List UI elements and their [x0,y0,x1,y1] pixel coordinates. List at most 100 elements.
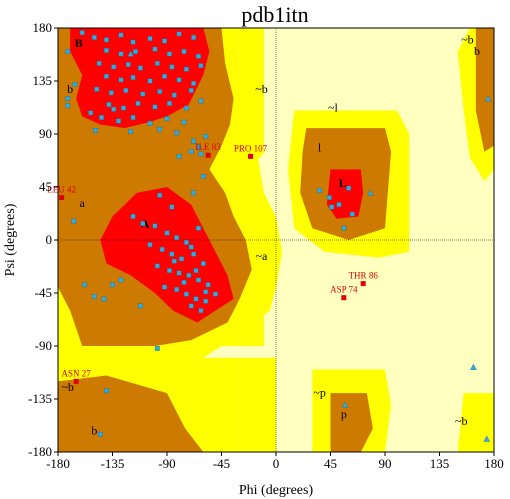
residue-point [147,78,153,84]
region-label: ~b [255,82,268,96]
residue-point [171,258,177,264]
residue-point [147,36,153,42]
residue-point [104,47,109,53]
residue-point [174,287,180,292]
x-tick-label: -180 [46,456,70,471]
residue-point [157,192,163,198]
residue-point [137,65,143,71]
residue-point [93,128,98,133]
residue-point [169,64,175,70]
y-tick-label: -180 [28,444,52,459]
residue-point [123,88,129,93]
x-tick-label: 45 [324,456,337,471]
residue-point [193,268,199,274]
residue-point [164,230,170,236]
residue-point [196,225,201,231]
residue-point [118,32,124,38]
outlier-point [73,378,79,384]
residue-point [205,282,211,288]
region-label: b [67,82,73,96]
region-allowed-bottom [58,375,204,452]
region-label: L [339,176,347,190]
residue-point [183,66,189,72]
x-tick-label: 135 [430,456,450,471]
residue-point [174,130,180,136]
outlier-label: LEU 42 [47,185,76,195]
residue-point [203,298,209,304]
outlier-point [59,195,65,201]
region-label: ~b [455,414,468,428]
residue-point [181,280,187,285]
residue-point [181,119,187,125]
residue-point [196,277,201,283]
residue-point [137,303,143,309]
outlier-point [341,295,347,301]
residue-point [91,35,97,40]
region-core-L [326,169,364,219]
residue-point [79,30,85,36]
residue-point [326,195,332,200]
residue-point [157,126,163,132]
y-axis-ticks: 180 135 90 45 0 -45 -90 -135 -180 [28,20,58,459]
residue-point [171,92,177,98]
residue-point [167,51,172,57]
residue-point [72,82,78,87]
x-tick-label: -90 [158,456,175,471]
residue-point [169,251,175,257]
residue-point [130,115,136,120]
residue-point [179,256,184,262]
residue-point [101,296,107,302]
outlier-label: ASP 74 [330,285,358,295]
residue-point [133,49,138,54]
residue-point [128,129,134,135]
residue-point [188,303,194,309]
residue-point [130,75,136,80]
residue-point [82,282,88,288]
outlier-point [360,281,366,287]
glycine-point [341,401,349,408]
residue-point [193,296,199,302]
y-tick-label: 45 [39,179,52,194]
residue-point [162,73,167,79]
residue-point [162,38,167,44]
x-tick-label: -45 [213,456,230,471]
glycine-point [484,95,492,102]
residue-point [65,49,71,54]
residue-point [346,185,352,191]
residue-point [200,261,206,266]
residue-point [157,89,163,95]
residue-point [97,431,103,437]
residue-point [120,105,126,111]
x-tick-label: 90 [379,456,392,471]
residue-point [159,247,165,252]
region-label: ~a [256,249,268,263]
residue-point [169,204,175,210]
outlier-point [205,152,211,158]
residue-point [162,284,167,290]
residue-point [191,190,197,196]
y-tick-label: 135 [33,73,53,88]
region-label: ~b [461,32,474,46]
region-allowed-p [330,393,373,452]
residue-point [147,242,153,248]
residue-point [203,289,209,295]
residue-point [191,251,197,257]
region-label: p [341,407,347,421]
x-axis-ticks: -180 -135 -90 -45 0 45 90 135 180 [46,452,504,471]
residue-point [329,204,335,210]
residue-point [110,282,115,288]
residue-point [198,151,204,157]
residue-point [152,223,158,229]
residue-point [191,138,197,144]
region-label: b [474,44,480,58]
residue-point [181,49,187,54]
region-generous-br [457,393,494,452]
glycine-point [367,189,374,196]
residue-point [176,153,182,159]
residue-point [104,73,109,79]
residue-point [152,104,158,110]
glycine-point [127,50,135,57]
residue-point [203,133,209,139]
y-tick-label: -45 [35,285,52,300]
